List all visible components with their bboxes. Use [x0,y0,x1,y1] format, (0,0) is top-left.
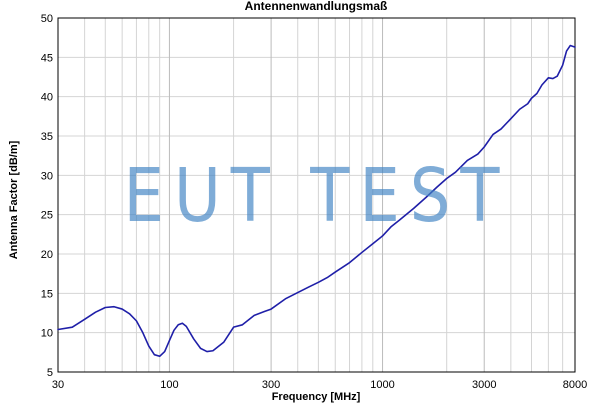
chart-title: Antennenwandlungsmaß [245,0,388,13]
grid [58,18,575,372]
antenna-factor-line [57,44,576,358]
y-tick-label: 30 [41,170,53,182]
x-tick-label: 30 [52,379,64,391]
x-tick-label: 8000 [563,379,587,391]
series-layer [57,44,576,358]
x-tick-label: 300 [262,379,280,391]
y-tick-label: 15 [41,288,53,300]
x-tick-label: 1000 [370,379,394,391]
y-tick-label: 35 [41,131,53,143]
y-tick-label: 45 [41,52,53,64]
tick-labels: 5 10 15 20 25 30 35 40 45 50 30 100 300 1000 3000 8000 [41,13,587,391]
x-tick-label: 3000 [472,379,496,391]
y-tick-label: 20 [41,249,53,261]
y-tick-label: 5 [47,367,53,379]
x-axis-title: Frequency [MHz] [272,391,361,403]
y-axis-title: Antenna Factor [dB/m] [8,140,20,259]
plot-frame [57,17,576,373]
y-tick-label: 40 [41,92,53,104]
y-tick-label: 25 [41,210,53,222]
x-tick-label: 100 [160,379,178,391]
y-tick-label: 10 [41,328,53,340]
y-tick-label: 50 [41,13,53,25]
